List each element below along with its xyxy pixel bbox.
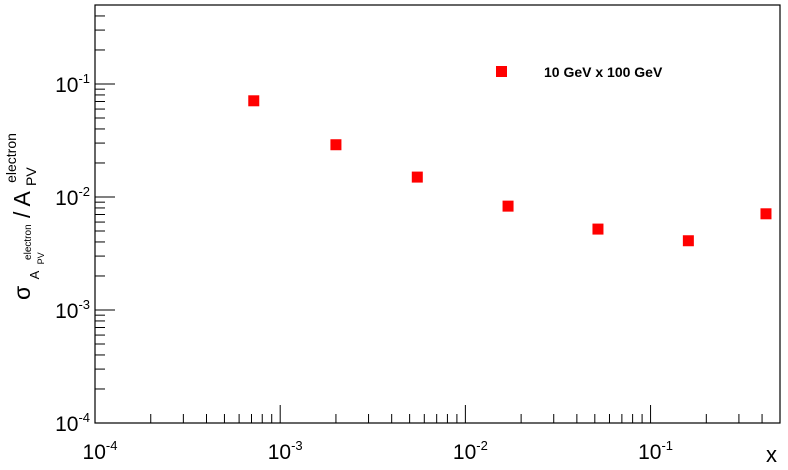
x-tick-label-base: 10: [638, 441, 661, 464]
x-axis-ticks: 10-4 10-3 10-2 10-1: [83, 405, 781, 464]
y-axis-ticks: 10-410-310-210-1: [55, 4, 115, 436]
y-title-sub-sup: electron: [23, 224, 34, 260]
y-title-sub-sub: PV: [36, 252, 46, 264]
y-tick-label-base: 10: [55, 74, 78, 97]
y-title-base: A: [9, 190, 35, 206]
data-point: [248, 95, 260, 107]
data-point: [592, 223, 604, 235]
x-tick-label: 10-4: [83, 438, 118, 464]
y-title-sigma: σ: [9, 286, 35, 300]
data-point: [330, 139, 342, 151]
y-tick-label-exp: -1: [78, 71, 90, 86]
x-tick-label-exp: -3: [291, 438, 303, 453]
x-tick-label: 10-1: [638, 438, 673, 464]
x-tick-label-base: 10: [453, 441, 476, 464]
y-tick-label-base: 10: [55, 413, 78, 436]
y-tick-label: 10-3: [55, 297, 90, 323]
x-axis-title: x: [766, 442, 777, 467]
data-point: [760, 208, 772, 220]
legend-label: 10 GeV x 100 GeV: [544, 64, 663, 80]
data-point: [411, 171, 423, 183]
legend-marker: [496, 66, 507, 77]
x-tick-label-base: 10: [83, 441, 106, 464]
legend: 10 GeV x 100 GeV: [496, 64, 663, 80]
x-tick-label-exp: -4: [106, 438, 118, 453]
plot-frame: [94, 4, 781, 424]
y-title-sub-base: A: [27, 270, 42, 279]
data-points: [248, 95, 772, 247]
y-title-sep: /: [9, 206, 35, 218]
y-tick-label-exp: -3: [78, 297, 90, 312]
y-tick-label-base: 10: [55, 300, 78, 323]
y-tick-label: 10-1: [55, 71, 90, 97]
y-title-base-sub: PV: [23, 167, 39, 186]
y-axis-title: σ A PV electron / A PV electron: [3, 133, 49, 300]
x-tick-label: 10-3: [268, 438, 303, 464]
data-point: [502, 200, 514, 212]
y-title-base-sup: electron: [3, 133, 19, 183]
y-tick-label-exp: -2: [78, 184, 90, 199]
y-tick-label: 10-2: [55, 184, 90, 210]
x-tick-label-exp: -2: [476, 438, 488, 453]
y-tick-label: 10-4: [55, 410, 90, 436]
x-tick-label-base: 10: [268, 441, 291, 464]
y-tick-label-exp: -4: [78, 410, 90, 425]
x-tick-label-exp: -1: [661, 438, 673, 453]
data-point: [682, 235, 694, 247]
x-tick-label: 10-2: [453, 438, 488, 464]
y-tick-label-base: 10: [55, 187, 78, 210]
